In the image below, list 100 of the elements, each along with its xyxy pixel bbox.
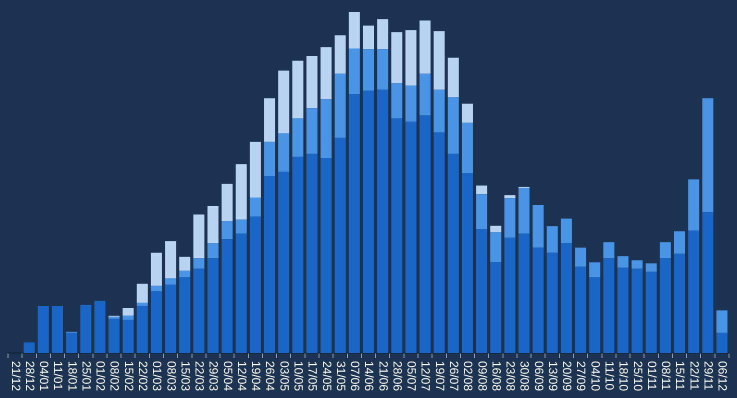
- bar: [165, 284, 176, 353]
- bar: [391, 118, 402, 353]
- bar: [24, 342, 35, 353]
- bar: [165, 278, 176, 285]
- x-tick-label: 29/11: [701, 361, 716, 390]
- x-tick-label: 17/05: [306, 361, 320, 392]
- x-tick-label: 11/01: [51, 361, 66, 390]
- bar: [462, 104, 473, 123]
- bar: [207, 206, 219, 244]
- bar: [264, 142, 276, 176]
- x-tick-label: 01/02: [94, 361, 108, 392]
- bar: [122, 315, 134, 320]
- bar: [377, 49, 388, 90]
- bar: [688, 179, 700, 231]
- bar: [603, 258, 614, 353]
- x-tick-label: 22/02: [136, 361, 150, 392]
- bar: [222, 221, 233, 240]
- bar: [391, 83, 402, 118]
- bar: [207, 243, 219, 258]
- bar: [674, 254, 686, 353]
- bar: [306, 108, 318, 154]
- bar: [250, 142, 261, 198]
- x-tick-label: 06/09: [532, 361, 546, 392]
- bar: [278, 172, 290, 353]
- x-tick-label: 11/10: [602, 361, 617, 390]
- bar: [490, 226, 502, 232]
- x-tick-label: 18/10: [616, 361, 631, 392]
- bar: [462, 172, 473, 353]
- x-tick-label: 04/10: [588, 361, 602, 392]
- bar: [518, 234, 530, 353]
- x-tick-label: 01/03: [150, 361, 164, 392]
- bar: [362, 49, 374, 91]
- x-tick-label: 12/04: [234, 361, 249, 392]
- x-tick-label: 19/07: [432, 361, 447, 392]
- x-tick-label: 02/08: [461, 361, 476, 392]
- bar: [377, 19, 388, 50]
- bar: [66, 332, 78, 353]
- bar: [434, 90, 445, 132]
- bar: [136, 302, 148, 306]
- x-tick-label: 05/07: [404, 361, 419, 392]
- bar: [250, 216, 261, 353]
- bar: [476, 194, 488, 230]
- bar: [236, 220, 247, 234]
- bar: [250, 198, 261, 217]
- bar: [560, 243, 572, 353]
- bar: [334, 138, 346, 353]
- x-tick-label: 25/10: [630, 361, 645, 392]
- bar: [434, 132, 445, 353]
- bar: [660, 242, 671, 258]
- bar: [405, 122, 416, 353]
- bar: [320, 47, 332, 100]
- bar: [122, 308, 134, 316]
- x-tick-label: 26/07: [447, 361, 462, 392]
- bar: [362, 26, 374, 50]
- bar: [179, 277, 190, 353]
- bar: [362, 90, 374, 353]
- bar: [136, 284, 148, 303]
- bar: [532, 248, 544, 353]
- bar: [589, 277, 600, 353]
- x-tick-label: 13/09: [546, 361, 560, 392]
- bar: [80, 304, 92, 353]
- bar: [334, 35, 346, 74]
- bar: [292, 118, 304, 157]
- bar: [702, 212, 714, 353]
- x-tick-label: 15/02: [122, 361, 136, 392]
- x-tick-label: 22/11: [687, 361, 702, 390]
- bar: [306, 154, 318, 353]
- x-tick-label: 25/01: [79, 361, 94, 392]
- x-tick-label: 30/08: [518, 361, 532, 392]
- bar: [377, 90, 388, 353]
- bar: [575, 266, 586, 353]
- x-tick-label: 31/05: [334, 361, 348, 392]
- x-tick-label: 19/04: [249, 361, 264, 392]
- bar: [688, 230, 700, 353]
- bar: [207, 258, 219, 353]
- bar: [306, 56, 318, 108]
- x-tick-label: 21/12: [8, 361, 23, 392]
- bar: [646, 263, 657, 272]
- bar: [716, 310, 728, 333]
- bar: [575, 248, 586, 267]
- bar: [334, 74, 346, 138]
- bar: [420, 115, 431, 353]
- bar: [165, 241, 176, 278]
- bar: [292, 60, 304, 118]
- bar: [348, 12, 360, 48]
- bar: [674, 231, 686, 254]
- bar: [490, 262, 502, 353]
- x-tick-label: 09/08: [475, 361, 490, 392]
- bar: [490, 232, 502, 262]
- bar: [420, 20, 431, 74]
- bar: [150, 252, 162, 286]
- bar: [476, 186, 488, 194]
- bar: [448, 154, 459, 353]
- x-tick-label: 27/09: [574, 361, 588, 392]
- x-tick-label: 10/05: [292, 361, 306, 392]
- bar: [603, 242, 614, 258]
- x-tick-label: 15/03: [178, 361, 192, 392]
- bar: [348, 48, 360, 94]
- x-tick-label: 28/12: [22, 361, 37, 392]
- bar: [532, 205, 544, 248]
